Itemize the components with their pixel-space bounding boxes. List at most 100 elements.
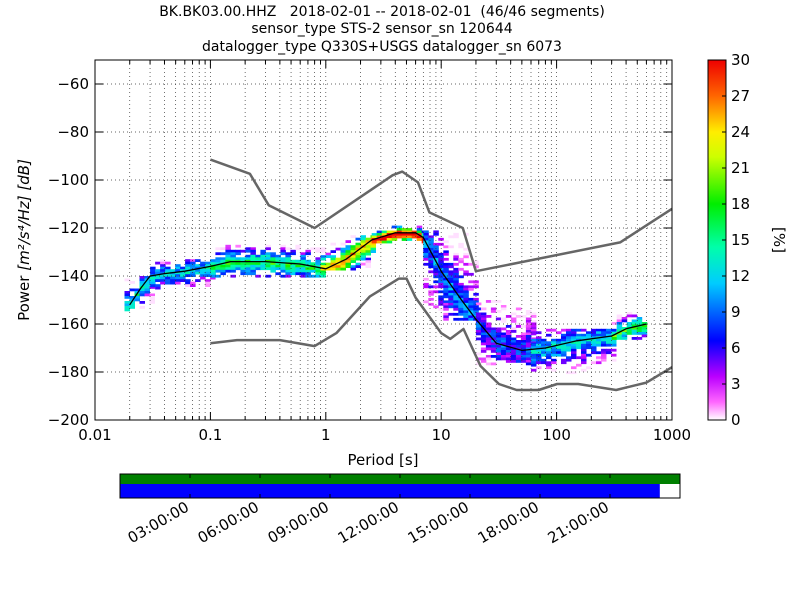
density-cell	[571, 371, 577, 375]
density-cell	[129, 303, 135, 307]
density-cell	[611, 358, 617, 362]
density-cell	[265, 264, 271, 268]
density-cell	[433, 257, 439, 261]
density-cell	[124, 308, 130, 312]
density-cell	[376, 233, 383, 236]
density-cell	[495, 335, 502, 338]
density-cell	[531, 331, 537, 335]
density-cell	[175, 281, 181, 285]
density-cell	[210, 259, 216, 262]
density-cell	[371, 235, 378, 239]
density-cell	[500, 332, 507, 336]
density-cell	[433, 230, 439, 234]
density-cell	[448, 302, 454, 306]
density-cell	[525, 357, 532, 361]
density-cell	[235, 264, 241, 268]
density-cell	[345, 257, 351, 261]
density-cell	[245, 269, 251, 273]
density-cell	[144, 293, 150, 297]
density-cell	[453, 270, 459, 274]
density-cell	[531, 351, 537, 355]
density-cell	[396, 228, 403, 231]
density-cell	[124, 293, 130, 297]
density-cell	[428, 285, 434, 289]
density-cell	[260, 264, 266, 268]
density-cell	[438, 252, 444, 256]
density-cell	[210, 269, 216, 273]
density-cell	[185, 261, 191, 265]
density-cell	[150, 266, 156, 270]
density-cell	[495, 317, 502, 321]
density-cell	[185, 266, 191, 270]
density-cell	[576, 343, 582, 347]
density-cell	[215, 267, 221, 271]
density-cell	[520, 332, 527, 336]
density-cell	[458, 267, 464, 271]
density-cell	[250, 254, 256, 258]
density-cell	[480, 307, 487, 311]
median-psd-line	[129, 232, 647, 352]
density-cell	[245, 264, 251, 268]
density-cell	[480, 340, 487, 343]
density-cell	[411, 233, 418, 236]
density-cell	[453, 305, 459, 309]
density-cell	[453, 285, 459, 289]
density-cell	[531, 358, 537, 362]
density-cell	[515, 342, 522, 346]
density-cell	[155, 271, 161, 275]
density-cell	[423, 277, 429, 281]
density-cell	[495, 310, 502, 313]
density-cell	[381, 240, 388, 244]
density-cell	[541, 343, 547, 347]
density-cell	[443, 267, 449, 271]
density-cell	[581, 336, 587, 340]
density-cell	[515, 360, 522, 363]
density-cell	[165, 274, 171, 277]
density-cell	[576, 333, 582, 337]
density-cell	[185, 281, 191, 285]
density-cell	[185, 274, 191, 277]
density-cell	[386, 230, 393, 234]
density-cell	[376, 230, 383, 234]
colorbar-tick-label: 15	[731, 231, 750, 249]
density-cell	[423, 230, 429, 234]
density-cell	[525, 355, 532, 358]
density-cell	[606, 328, 612, 332]
density-cell	[556, 331, 562, 335]
density-cell	[463, 262, 469, 266]
density-cell	[636, 329, 643, 333]
density-cell	[245, 247, 251, 251]
density-cell	[586, 338, 592, 342]
density-cell	[260, 252, 266, 256]
density-cell	[581, 353, 587, 357]
density-cell	[433, 250, 439, 254]
density-cell	[500, 335, 507, 338]
density-cell	[423, 255, 429, 259]
density-cell	[335, 260, 341, 263]
density-cell	[490, 332, 497, 336]
density-cell	[596, 333, 602, 337]
density-cell	[350, 255, 356, 258]
density-cell	[438, 297, 444, 301]
density-cell	[626, 322, 633, 325]
x-axis-ticks: 0.01 0.1 1 10 100 1000	[78, 60, 691, 444]
density-cell	[480, 315, 487, 318]
density-cell	[195, 259, 201, 262]
density-cell	[510, 320, 517, 323]
density-cell	[325, 252, 331, 256]
density-cell	[245, 249, 251, 253]
density-cell	[475, 352, 482, 356]
density-cell	[485, 337, 492, 341]
density-cell	[551, 368, 557, 372]
density-cell	[531, 368, 537, 372]
density-cell	[360, 242, 366, 246]
density-cell	[556, 348, 562, 352]
density-cell	[586, 346, 592, 350]
density-cell	[641, 322, 648, 325]
density-cell	[381, 235, 388, 239]
density-cell	[129, 301, 135, 304]
density-cell	[525, 350, 532, 353]
density-cell	[230, 249, 236, 253]
density-cell	[520, 325, 527, 328]
density-cell	[200, 261, 206, 265]
